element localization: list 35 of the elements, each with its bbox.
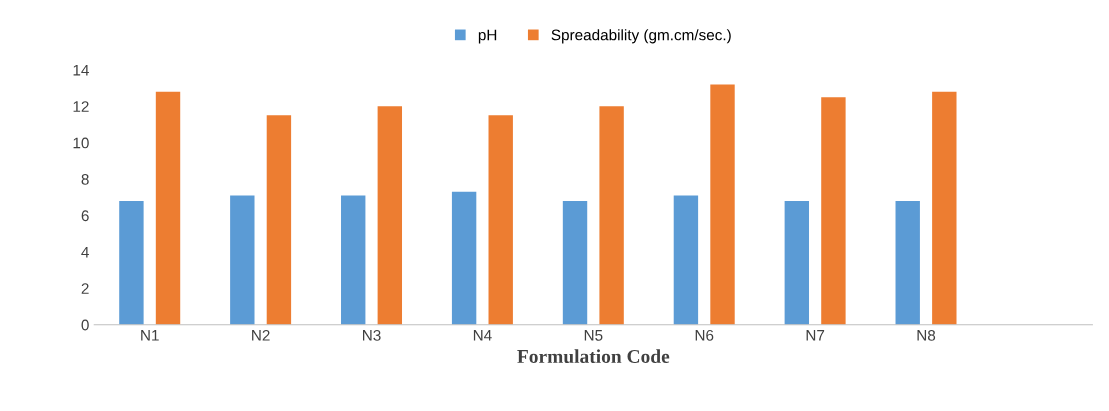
legend-label: pH — [478, 29, 497, 44]
x-tick-label: N2 — [252, 329, 270, 341]
x-tick-label: N6 — [695, 329, 714, 341]
y-tick-label: 0 — [81, 319, 89, 331]
bar — [119, 200, 144, 325]
legend-label: Spreadability (gm.cm/sec.) — [551, 29, 731, 44]
bar — [932, 91, 957, 325]
x-tick-label: N1 — [141, 330, 159, 341]
bar — [784, 200, 810, 325]
y-tick-label: 8 — [81, 173, 89, 185]
x-tick-label: N5 — [584, 330, 603, 341]
x-tick-label: N7 — [806, 330, 825, 341]
bar — [895, 200, 920, 325]
y-tick-label: 2 — [81, 283, 89, 294]
bar — [488, 115, 513, 325]
bar — [266, 115, 292, 325]
bar — [673, 195, 699, 325]
x-tick-label: N3 — [363, 329, 381, 341]
bar — [451, 191, 477, 325]
y-tick-label: 6 — [81, 210, 89, 222]
bar — [377, 106, 403, 325]
bar — [562, 200, 588, 325]
y-tick-label: 10 — [73, 137, 89, 149]
bar — [821, 97, 846, 325]
y-tick-label: 12 — [73, 101, 89, 112]
bar — [710, 84, 735, 325]
x-tick-label: N8 — [917, 329, 936, 341]
x-tick-label: N4 — [473, 330, 492, 341]
bar — [155, 91, 181, 325]
bar — [230, 195, 255, 325]
bar — [341, 195, 366, 325]
y-tick-label: 4 — [81, 246, 89, 258]
x-axis-title: Formulation Code — [517, 349, 670, 364]
bar — [599, 106, 624, 325]
y-tick-label: 14 — [73, 64, 89, 76]
